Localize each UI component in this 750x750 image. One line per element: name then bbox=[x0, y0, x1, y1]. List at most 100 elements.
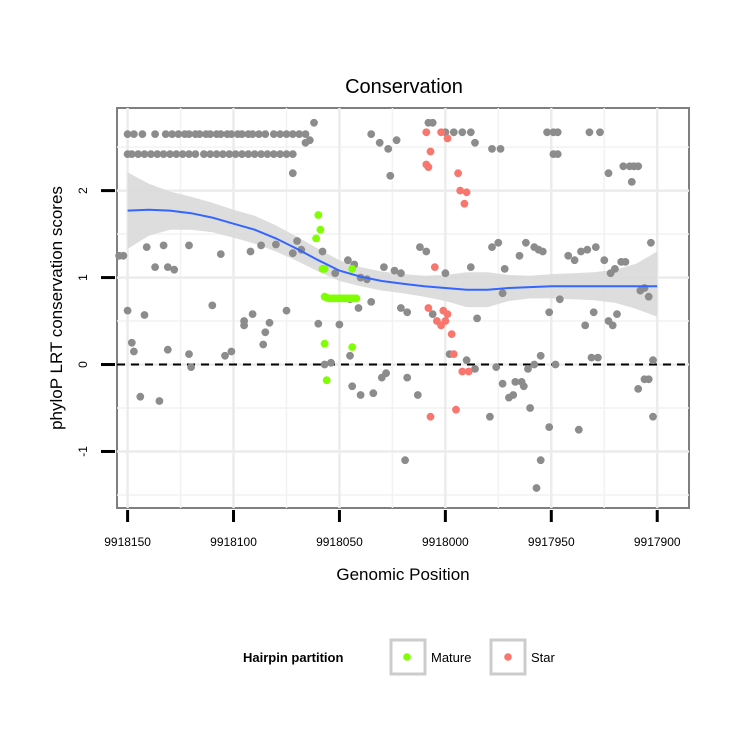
data-point-other bbox=[147, 150, 155, 159]
legend-star-marker bbox=[504, 653, 512, 661]
data-point-other bbox=[369, 389, 378, 398]
y-axis-tick-label: -1 bbox=[76, 446, 90, 457]
data-point-other bbox=[640, 284, 649, 292]
data-point-other bbox=[200, 150, 208, 159]
data-point-other bbox=[515, 251, 524, 260]
data-point-other bbox=[314, 319, 323, 328]
data-point-other bbox=[282, 150, 291, 159]
data-point-other bbox=[401, 456, 409, 465]
x-axis-tick-label: 9917950 bbox=[528, 535, 575, 549]
data-point-star bbox=[462, 188, 471, 197]
data-point-other bbox=[216, 130, 225, 139]
data-point-other bbox=[216, 250, 225, 258]
data-point-star bbox=[452, 405, 460, 414]
data-point-other bbox=[257, 241, 265, 250]
y-axis-tick-label: 1 bbox=[76, 274, 90, 281]
data-point-other bbox=[282, 306, 291, 315]
data-point-mature bbox=[348, 343, 357, 351]
data-point-other bbox=[647, 238, 655, 247]
data-point-other bbox=[174, 130, 183, 139]
data-point-other bbox=[397, 269, 405, 278]
data-point-other bbox=[195, 130, 204, 139]
data-point-other bbox=[613, 310, 621, 318]
data-point-other bbox=[428, 310, 437, 318]
data-point-other bbox=[375, 138, 384, 147]
data-point-other bbox=[471, 365, 479, 373]
data-point-other bbox=[570, 256, 579, 265]
data-point-other bbox=[545, 423, 554, 431]
data-point-other bbox=[208, 301, 217, 310]
data-point-star bbox=[460, 199, 469, 208]
data-point-other bbox=[140, 150, 149, 159]
legend-title: Hairpin partition bbox=[243, 650, 343, 665]
data-point-other bbox=[441, 269, 450, 278]
data-point-other bbox=[310, 118, 318, 127]
data-point-other bbox=[498, 289, 507, 298]
data-point-other bbox=[511, 378, 520, 386]
data-point-other bbox=[231, 150, 240, 159]
data-point-other bbox=[382, 369, 390, 378]
data-point-mature bbox=[352, 294, 361, 303]
data-point-star bbox=[449, 350, 458, 358]
data-point-other bbox=[276, 150, 284, 159]
data-point-other bbox=[545, 308, 554, 317]
x-axis-tick-label: 9917900 bbox=[634, 535, 681, 549]
data-point-other bbox=[600, 256, 609, 265]
data-point-other bbox=[471, 138, 479, 147]
data-point-other bbox=[227, 347, 236, 356]
data-point-other bbox=[627, 178, 636, 186]
data-point-other bbox=[577, 247, 585, 256]
data-point-star bbox=[426, 412, 435, 421]
data-point-other bbox=[348, 382, 357, 391]
data-point-other bbox=[185, 241, 193, 250]
data-point-other bbox=[151, 263, 160, 271]
data-point-other bbox=[526, 404, 534, 412]
data-point-other bbox=[127, 338, 136, 347]
data-point-other bbox=[225, 150, 234, 159]
data-point-other bbox=[185, 350, 193, 358]
data-point-other bbox=[119, 251, 128, 260]
data-point-other bbox=[413, 391, 422, 399]
data-point-other bbox=[494, 238, 503, 247]
data-point-other bbox=[263, 150, 272, 159]
data-point-other bbox=[604, 169, 613, 178]
x-axis-title: Genomic Position bbox=[336, 565, 469, 584]
data-point-other bbox=[553, 150, 562, 159]
data-point-other bbox=[574, 425, 583, 434]
data-point-star bbox=[456, 186, 465, 195]
data-point-mature bbox=[320, 265, 329, 273]
axes-layer: 9918150 9918100 9918050 9918000 9917950 99179… bbox=[76, 187, 681, 549]
data-point-other bbox=[498, 379, 507, 388]
data-point-star bbox=[443, 134, 452, 143]
data-point-other bbox=[555, 295, 564, 304]
data-point-other bbox=[390, 266, 399, 275]
data-point-star bbox=[424, 304, 433, 312]
data-point-other bbox=[344, 256, 352, 265]
data-point-other bbox=[163, 263, 172, 271]
data-point-other bbox=[246, 247, 255, 256]
smooth-curve-layer bbox=[127, 208, 658, 291]
data-point-other bbox=[649, 356, 657, 365]
y-axis-title: phyloP LRT conservation scores bbox=[47, 186, 66, 430]
y-axis-tick-label: 2 bbox=[76, 187, 90, 194]
data-point-other bbox=[492, 363, 501, 371]
data-point-star bbox=[426, 147, 435, 156]
data-point-other bbox=[619, 162, 628, 171]
data-point-other bbox=[403, 373, 412, 382]
data-point-other bbox=[293, 237, 301, 245]
data-point-mature bbox=[316, 225, 325, 234]
data-point-other bbox=[170, 265, 179, 274]
data-point-other bbox=[380, 263, 388, 271]
data-point-other bbox=[219, 150, 227, 159]
data-point-star bbox=[437, 321, 445, 330]
data-point-other bbox=[331, 269, 340, 278]
data-point-other bbox=[543, 128, 551, 137]
data-point-other bbox=[583, 245, 592, 254]
data-point-other bbox=[519, 382, 528, 391]
data-point-other bbox=[155, 397, 164, 405]
data-point-other bbox=[257, 150, 265, 159]
data-point-other bbox=[142, 243, 151, 252]
data-point-other bbox=[127, 150, 136, 159]
data-point-other bbox=[172, 150, 181, 159]
